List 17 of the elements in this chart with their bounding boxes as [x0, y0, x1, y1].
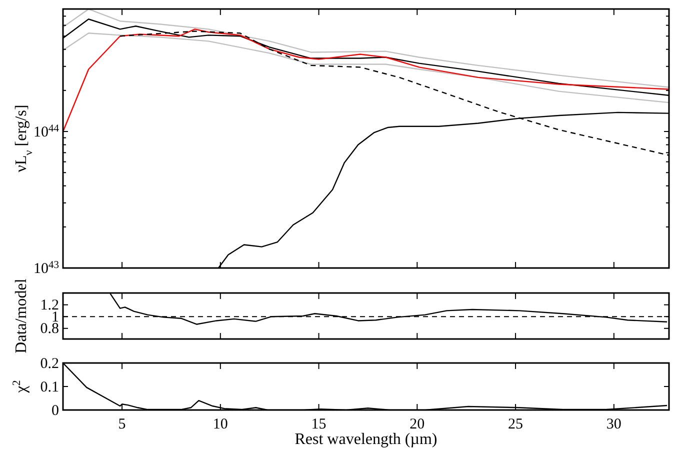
y-tick-label: 0: [52, 402, 59, 419]
x-tick-label: 10: [212, 416, 228, 433]
y-axis-title: Data/model: [13, 278, 30, 354]
x-tick-label: 15: [311, 416, 326, 433]
y-tick-label: 10$^{43}$: [34, 259, 59, 277]
x-tick-label: 20: [410, 416, 425, 433]
x-tick-label: 30: [606, 416, 622, 433]
x-tick-label: 5: [118, 416, 126, 433]
y-tick-label: 0.2: [40, 356, 59, 372]
line-series: [63, 9, 669, 88]
x-axis-title: Rest wavelength (µm): [294, 431, 438, 448]
y-tick-label: 0.1: [40, 379, 59, 396]
y-tick-label: 10$^{44}$: [34, 122, 60, 140]
y-tick-label: 0.8: [40, 321, 59, 338]
line-series: [63, 28, 669, 132]
x-tick-label: 25: [508, 416, 524, 433]
line-series: [63, 32, 669, 104]
